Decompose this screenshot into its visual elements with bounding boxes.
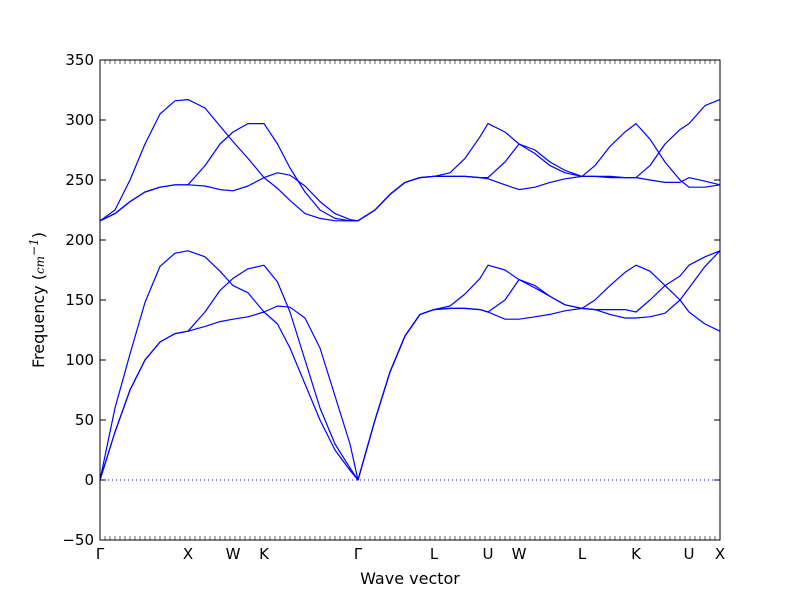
plot-area: [99, 98, 721, 481]
x-tick-label: Γ: [354, 545, 363, 563]
y-tick-label: 350: [65, 51, 94, 69]
dispersion-branch-5: [99, 122, 721, 222]
x-axis-title: Wave vector: [360, 569, 460, 588]
y-axis-unit-exponent: −1: [27, 238, 41, 256]
y-axis-title-suffix: ): [29, 232, 48, 238]
x-tick-label: X: [715, 545, 725, 563]
x-tick-label: X: [183, 545, 193, 563]
y-tick-labels: −50 0 50 100 150 200 250 300 350: [62, 51, 94, 549]
x-tick-label: L: [430, 545, 439, 563]
x-tick-label: K: [631, 545, 642, 563]
y-tick-label: 50: [75, 411, 94, 429]
plot-frame: [99, 59, 721, 541]
dispersion-branch-2: [99, 264, 721, 481]
y-axis-unit: cm: [33, 256, 47, 274]
y-tick-label: 0: [84, 471, 94, 489]
dispersion-branch-3: [99, 250, 721, 481]
y-tick-label: −50: [62, 531, 94, 549]
dispersion-branch-1: [99, 250, 721, 481]
x-tick-label: L: [578, 545, 587, 563]
x-tick-label: Γ: [96, 545, 105, 563]
x-tick-label: U: [483, 545, 494, 563]
dispersion-branch-4: [99, 98, 721, 222]
axis-ticks: [99, 59, 721, 541]
x-tick-label: K: [259, 545, 270, 563]
x-tick-label: W: [226, 545, 241, 563]
x-tick-label: W: [512, 545, 527, 563]
y-tick-label: 250: [65, 171, 94, 189]
y-tick-label: 300: [65, 111, 94, 129]
y-axis-title-prefix: Frequency (: [29, 274, 48, 368]
x-tick-label: U: [684, 545, 695, 563]
y-tick-label: 100: [65, 351, 94, 369]
y-tick-label: 150: [65, 291, 94, 309]
dispersion-branch-6: [99, 99, 721, 222]
y-axis-title: Frequency (cm−1): [27, 232, 48, 368]
y-tick-label: 200: [65, 231, 94, 249]
